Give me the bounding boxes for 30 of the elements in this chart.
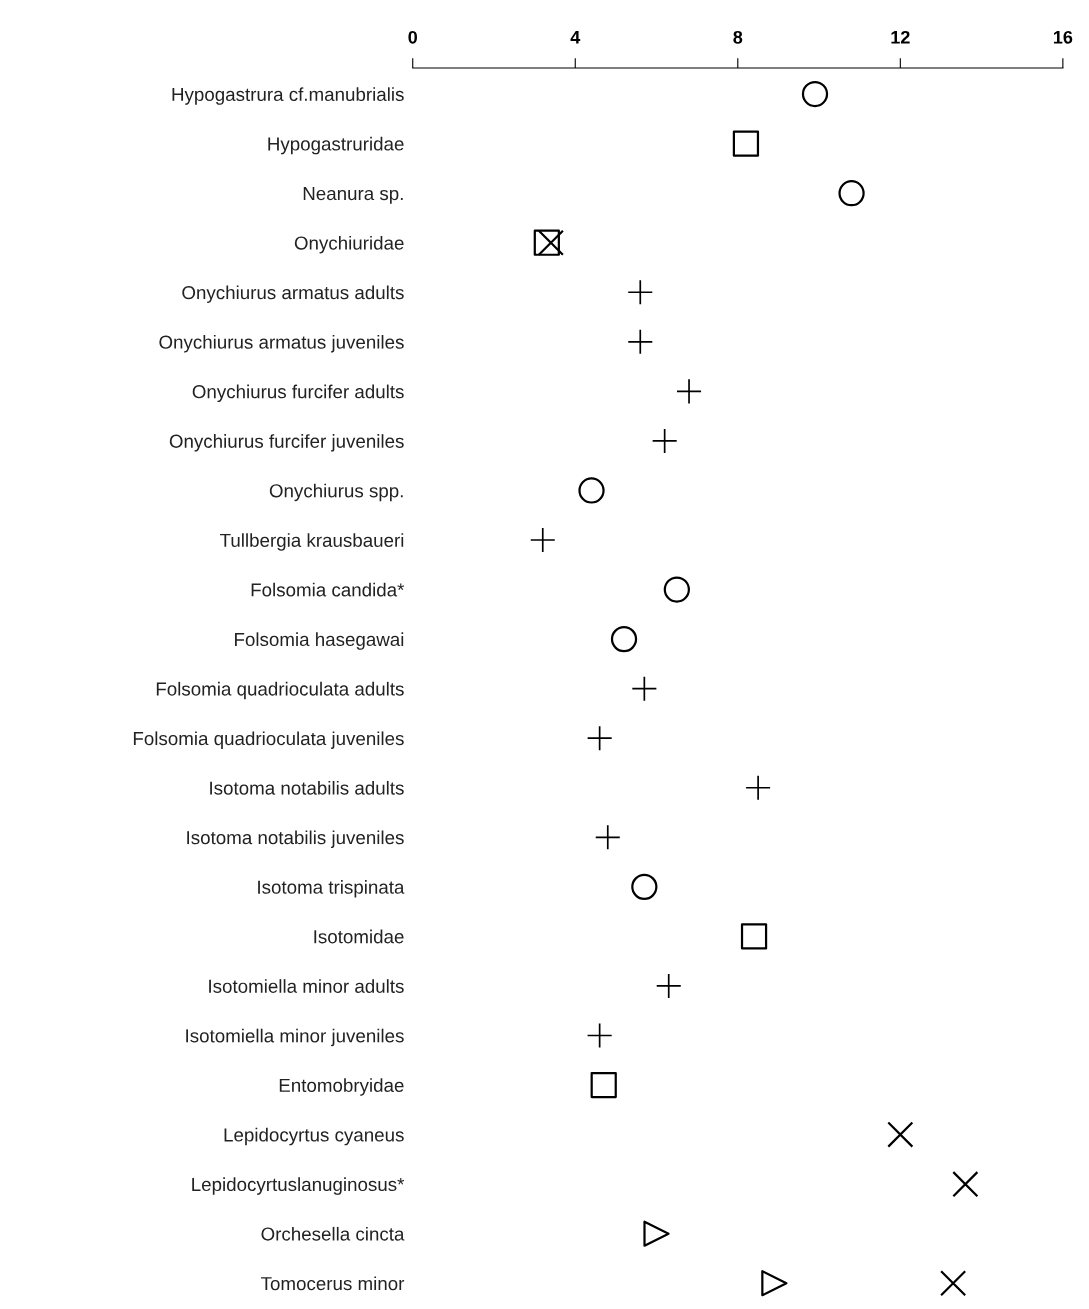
y-tick-label: Isotomidae bbox=[314, 929, 404, 944]
x-tick-label: 0 bbox=[408, 30, 418, 44]
y-tick-label: Orchesella cincta bbox=[261, 1226, 405, 1241]
y-tick-label: Isotoma trispinata bbox=[258, 880, 405, 898]
y-tick-label: Isotoma notabilis adults bbox=[210, 780, 404, 795]
y-tick-label: Tomocerus minor bbox=[261, 1276, 405, 1291]
x-tick-label: 8 bbox=[733, 30, 743, 44]
y-tick-label: Isotoma notabilis juveniles bbox=[187, 830, 404, 848]
y-tick-label: Lepidocyrtuslanuginosus* bbox=[192, 1177, 405, 1195]
y-tick-label: Tullbergia krausbaueri bbox=[220, 533, 404, 551]
x-tick-label: 4 bbox=[570, 31, 581, 44]
y-tick-label: Hypogastrura cf.manubrialis bbox=[172, 87, 404, 105]
y-tick-label: Onychiurus armatus juveniles bbox=[159, 335, 404, 353]
y-tick-label: Folsomia quadrioculata adults bbox=[156, 681, 404, 700]
y-tick-label: Lepidocyrtus cyaneus bbox=[224, 1127, 404, 1146]
y-tick-label: Isotomiella minor juveniles bbox=[186, 1028, 404, 1047]
x-tick-label: 12 bbox=[891, 30, 910, 44]
x-tick-label: 16 bbox=[1053, 30, 1073, 44]
y-tick-label: Isotomiella minor adults bbox=[209, 979, 404, 993]
y-tick-label: Entomobryidae bbox=[279, 1078, 404, 1096]
y-tick-label: Folsomia hasegawai bbox=[235, 632, 404, 650]
y-tick-label: Hypogastruridae bbox=[268, 136, 404, 155]
y-tick-label: Onychiurus armatus adults bbox=[182, 285, 404, 303]
y-tick-label: Folsomia candida* bbox=[251, 582, 405, 597]
y-tick-label: Onychiurus furcifer juveniles bbox=[169, 434, 404, 452]
y-tick-label: Onychiuridae bbox=[294, 235, 404, 254]
y-tick-label: Onychiurus spp. bbox=[269, 483, 403, 502]
y-tick-label: Onychiurus furcifer adults bbox=[192, 384, 404, 403]
y-tick-label: Neanura sp. bbox=[303, 187, 403, 204]
y-tick-label: Folsomia quadrioculata juveniles bbox=[133, 731, 404, 749]
